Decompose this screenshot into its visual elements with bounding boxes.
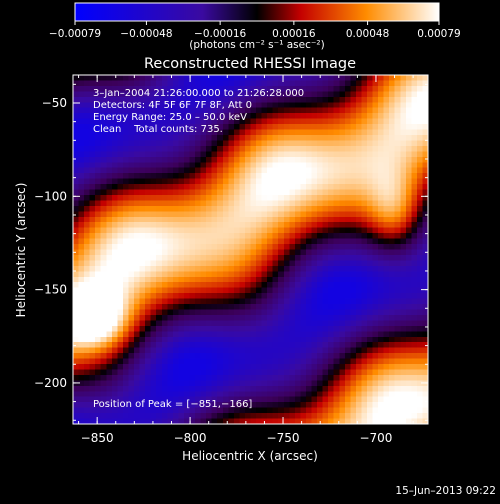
x-tick-label: −800 bbox=[174, 431, 207, 445]
x-tick-label: −700 bbox=[359, 431, 392, 445]
y-tick-label: −100 bbox=[34, 189, 67, 203]
colorbar-ticks: −0.00079 −0.00048 −0.00016 0.00016 0.00048 0.… bbox=[49, 21, 461, 40]
chart-title: Reconstructed RHESSI Image bbox=[144, 56, 356, 72]
colorbar bbox=[74, 2, 440, 22]
colorbar-tick-label: −0.00079 bbox=[49, 28, 101, 40]
y-tick-label: −200 bbox=[34, 376, 67, 390]
colorbar-tick-label: 0.00048 bbox=[346, 28, 389, 40]
colorbar-units-label: (photons cm⁻² s⁻¹ asec⁻²) bbox=[189, 39, 324, 51]
colorbar-tick-label: −0.00016 bbox=[194, 28, 247, 40]
x-axis-ticks: −850 −800 −750 −700 bbox=[78, 75, 414, 445]
plot-timestamp: 15–Jun–2013 09:22 bbox=[395, 485, 496, 497]
heatmap-image bbox=[73, 75, 428, 424]
x-axis-label: Heliocentric X (arcsec) bbox=[182, 449, 318, 463]
annotation-clean-counts: Clean Total counts: 735. bbox=[93, 124, 223, 135]
colorbar-tick-label: −0.00048 bbox=[120, 28, 172, 40]
annotation-peak-position: Position of Peak = [−851,−166] bbox=[93, 399, 252, 410]
colorbar-tick-label: 0.00016 bbox=[272, 28, 316, 40]
annotation-energy-range: Energy Range: 25.0 – 50.0 keV bbox=[93, 112, 247, 123]
plot-frame bbox=[72, 74, 429, 425]
annotation-detectors: Detectors: 4F 5F 6F 7F 8F, Att 0 bbox=[93, 100, 252, 111]
y-axis-ticks: −50 −100 −150 −200 bbox=[34, 83, 428, 421]
y-tick-label: −50 bbox=[42, 96, 67, 110]
x-tick-label: −850 bbox=[81, 431, 114, 445]
x-tick-label: −750 bbox=[267, 431, 300, 445]
y-axis-label: Heliocentric Y (arcsec) bbox=[14, 183, 28, 318]
colorbar-tick-label: 0.00079 bbox=[417, 28, 460, 40]
annotation-time-range: 3–Jan–2004 21:26:00.000 to 21:26:28.000 bbox=[93, 88, 304, 99]
y-tick-label: −150 bbox=[34, 283, 67, 297]
